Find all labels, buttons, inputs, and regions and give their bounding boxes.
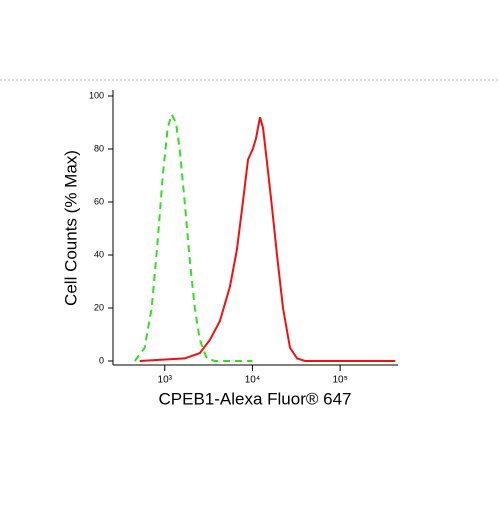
y-tick-label: 80 [94, 143, 104, 153]
series-line [133, 111, 253, 362]
x-axis-label: CPEB1-Alexa Fluor® 647 [158, 389, 351, 408]
y-tick-label: 20 [94, 302, 104, 312]
y-axis-label: Cell Counts (% Max) [61, 150, 80, 306]
y-tick-label: 0 [99, 355, 104, 365]
x-tick-label: 10⁵ [332, 375, 347, 386]
x-tick-label: 10³ [158, 375, 173, 386]
series-line [139, 116, 396, 362]
y-tick-label: 100 [89, 90, 104, 100]
y-tick-label: 40 [94, 249, 104, 259]
x-tick-label: 10⁴ [245, 375, 260, 386]
y-tick-label: 60 [94, 196, 104, 206]
